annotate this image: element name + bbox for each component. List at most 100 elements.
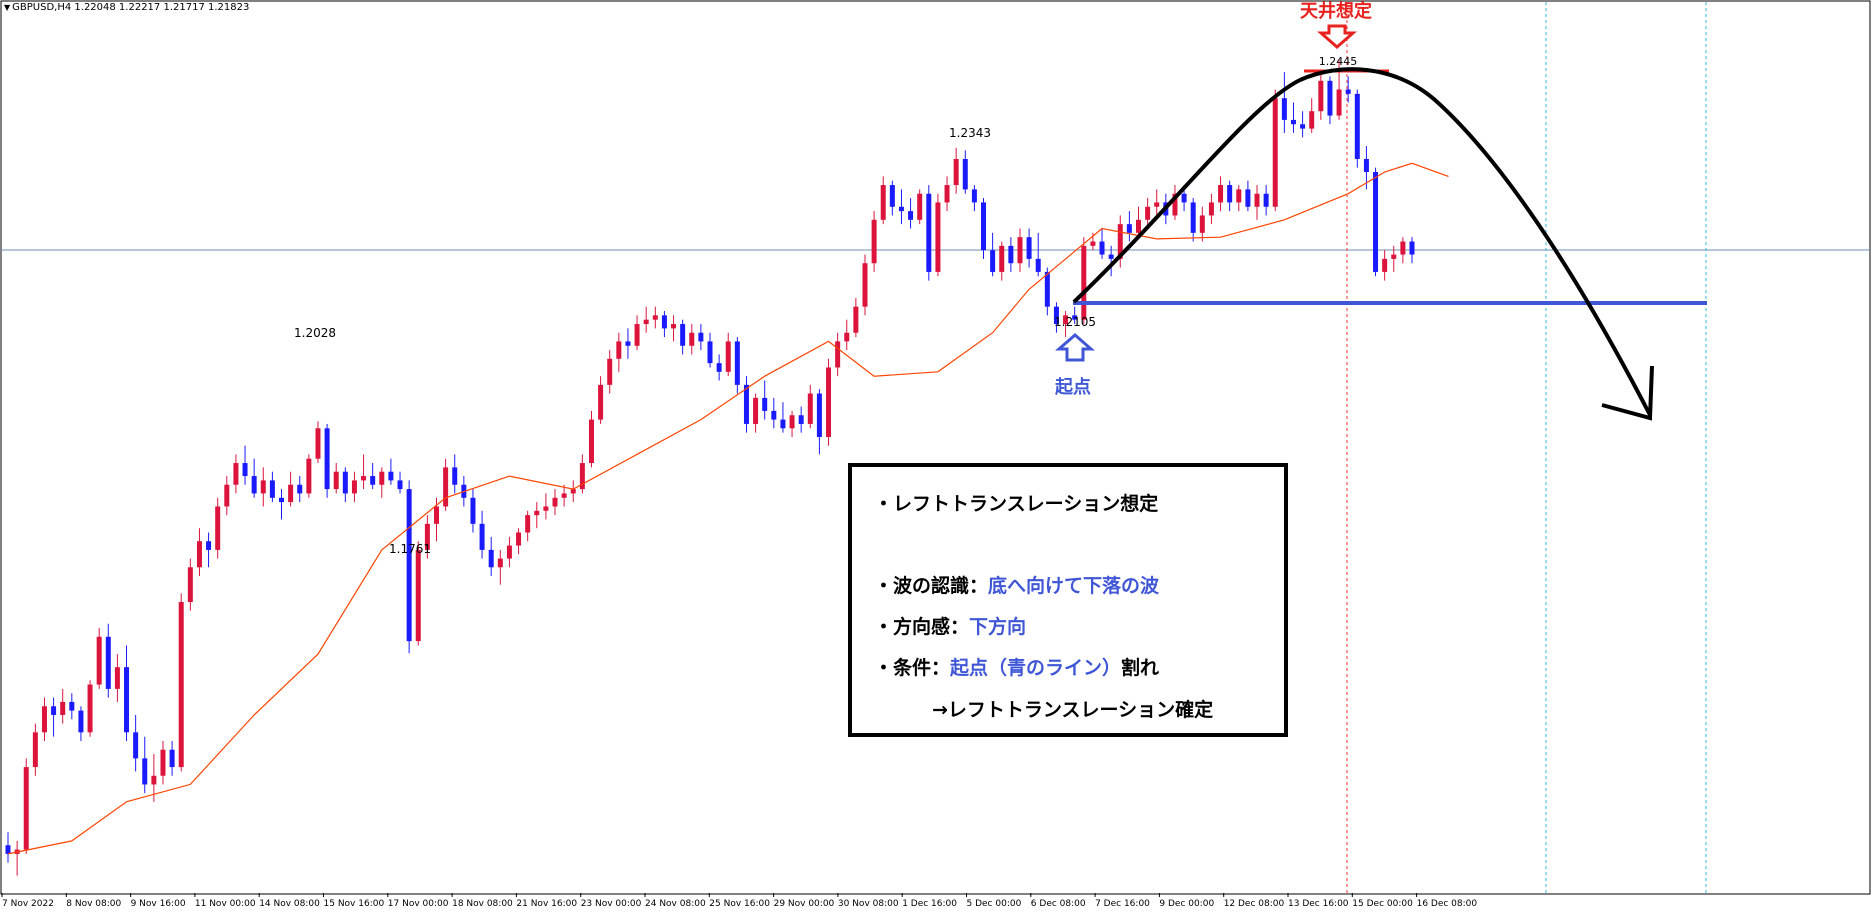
candle-body bbox=[908, 211, 914, 220]
candle-body bbox=[370, 476, 376, 485]
candle-body bbox=[1063, 315, 1069, 325]
x-axis-label: 17 Nov 00:00 bbox=[388, 899, 449, 909]
candle-body bbox=[406, 489, 412, 642]
candle-body bbox=[798, 415, 804, 424]
candle-body bbox=[324, 428, 330, 490]
candle-body bbox=[333, 471, 339, 490]
candle-body bbox=[114, 667, 120, 689]
candle-body bbox=[206, 541, 212, 550]
info-line-wave: ・波の認識：底へ向けて下落の波 bbox=[874, 571, 1159, 598]
candle-body bbox=[862, 263, 868, 307]
candle-body bbox=[51, 706, 57, 715]
candle-body bbox=[780, 419, 786, 429]
candle-body bbox=[251, 476, 257, 494]
candle-body bbox=[32, 732, 38, 768]
candle-body bbox=[288, 484, 294, 503]
candle-body bbox=[452, 467, 458, 485]
projection-curve bbox=[1072, 67, 1652, 416]
candle-body bbox=[1336, 89, 1342, 116]
price-label-high-1: 1.2343 bbox=[949, 126, 991, 140]
info-line-condition: ・条件：起点（青のライン）割れ bbox=[874, 653, 1159, 680]
candle-body bbox=[1072, 315, 1078, 320]
candle-body bbox=[835, 341, 841, 368]
candle-body bbox=[242, 463, 248, 477]
candle-body bbox=[297, 484, 303, 494]
candle-body bbox=[1035, 258, 1041, 272]
wave-prefix: ・波の認識： bbox=[874, 575, 989, 597]
candle-body bbox=[1181, 193, 1187, 203]
candle-body bbox=[725, 341, 731, 372]
candle-body bbox=[762, 397, 768, 411]
candle-body bbox=[388, 471, 394, 481]
candle-body bbox=[680, 324, 686, 346]
candle-body bbox=[981, 202, 987, 251]
candle-body bbox=[169, 749, 175, 768]
candle-body bbox=[142, 758, 148, 785]
x-axis-label: 29 Nov 00:00 bbox=[774, 899, 835, 909]
top-price-label: 1.2445 bbox=[1319, 55, 1358, 68]
x-axis-label: 6 Dec 08:00 bbox=[1031, 899, 1086, 909]
condition-prefix: ・条件： bbox=[874, 657, 951, 679]
symbol-info: GBPUSD,H4 1.22048 1.22217 1.21717 1.2182… bbox=[12, 2, 250, 13]
x-axis-label: 13 Dec 16:00 bbox=[1288, 899, 1349, 909]
candle-body bbox=[1126, 224, 1132, 233]
candle-body bbox=[1281, 98, 1287, 120]
candle-body bbox=[397, 480, 403, 490]
candle-body bbox=[433, 506, 439, 524]
start-price-label: 1.2105 bbox=[1054, 315, 1096, 329]
candle-body bbox=[415, 549, 421, 642]
candle-body bbox=[871, 219, 877, 264]
candle-body bbox=[771, 410, 777, 420]
candle-body bbox=[160, 749, 166, 776]
candle-body bbox=[1272, 98, 1278, 207]
candle-body bbox=[1081, 245, 1087, 320]
x-axis-label: 8 Nov 08:00 bbox=[66, 899, 121, 909]
candle-body bbox=[598, 384, 604, 420]
dropdown-triangle-icon[interactable]: ▼ bbox=[4, 3, 11, 12]
direction-value: 下方向 bbox=[969, 616, 1027, 638]
x-axis-label: 15 Dec 00:00 bbox=[1352, 899, 1413, 909]
candle-body bbox=[488, 549, 494, 568]
candle-body bbox=[1135, 219, 1141, 233]
candle-body bbox=[1053, 306, 1059, 325]
candle-body bbox=[844, 332, 850, 342]
candle-body bbox=[1245, 189, 1251, 207]
candle-body bbox=[607, 358, 613, 385]
candle-body bbox=[753, 397, 759, 424]
start-up-arrow-icon bbox=[1055, 333, 1095, 362]
candle-body bbox=[1026, 237, 1032, 259]
analysis-info-box: ・レフトトランスレーション想定 ・波の認識：底へ向けて下落の波 ・方向感：下方向… bbox=[848, 463, 1288, 737]
candle-body bbox=[698, 332, 704, 342]
moving-average-line bbox=[7, 162, 1449, 855]
candle-body bbox=[1227, 185, 1233, 203]
price-label-high-2: 1.2028 bbox=[294, 326, 336, 340]
candle-body bbox=[1318, 80, 1324, 112]
candle-body bbox=[1309, 111, 1315, 129]
candle-body bbox=[561, 493, 567, 498]
candles-group bbox=[5, 59, 1415, 876]
direction-prefix: ・方向感： bbox=[874, 616, 970, 638]
candle-body bbox=[269, 480, 275, 498]
x-axis-label: 25 Nov 16:00 bbox=[709, 899, 770, 909]
condition-suffix: 割れ bbox=[1121, 657, 1160, 679]
candle-body bbox=[1327, 80, 1333, 116]
candle-body bbox=[789, 415, 795, 429]
candle-body bbox=[643, 319, 649, 325]
candle-body bbox=[962, 158, 968, 190]
candle-body bbox=[1190, 202, 1196, 233]
candle-body bbox=[661, 315, 667, 329]
x-axis-label: 24 Nov 08:00 bbox=[645, 899, 706, 909]
candle-body bbox=[734, 341, 740, 385]
candle-body bbox=[279, 497, 285, 503]
candle-body bbox=[178, 602, 184, 768]
x-axis-label: 9 Dec 00:00 bbox=[1159, 899, 1214, 909]
candle-body bbox=[1382, 258, 1388, 272]
candle-body bbox=[898, 206, 904, 212]
candle-body bbox=[634, 324, 640, 346]
candle-body bbox=[1199, 215, 1205, 233]
x-axis-label: 7 Dec 16:00 bbox=[1095, 899, 1150, 909]
candle-body bbox=[306, 458, 312, 494]
candle-body bbox=[1017, 237, 1023, 264]
candle-body bbox=[1108, 254, 1114, 259]
